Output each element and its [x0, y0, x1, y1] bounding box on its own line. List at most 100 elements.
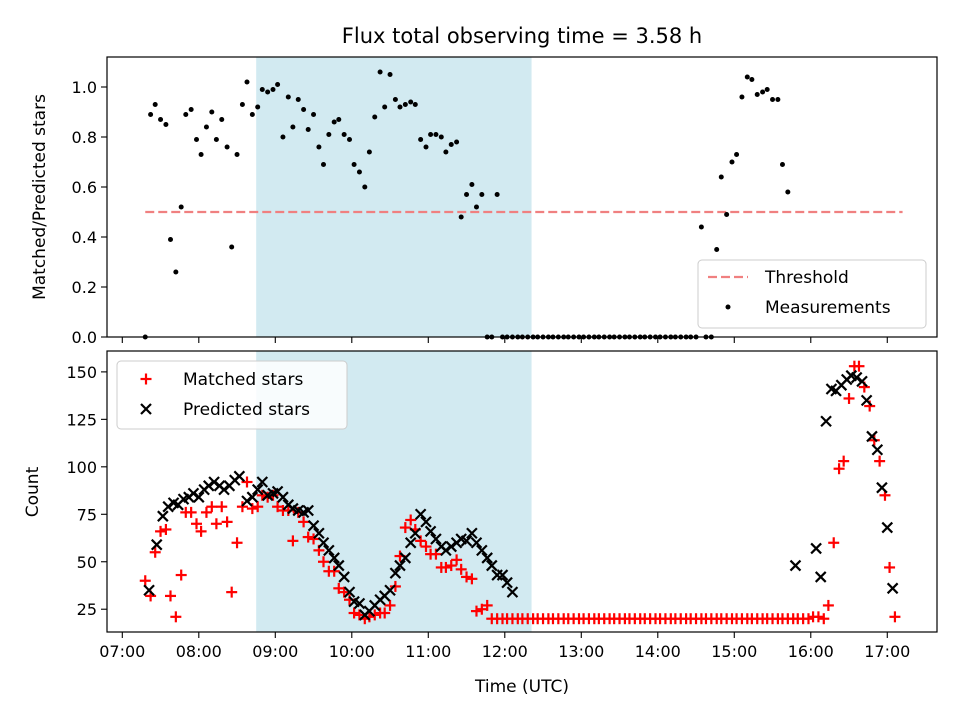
measurement-point	[320, 162, 326, 167]
bottom-panel: 25 50 75 100 125 150 07:00 08:00 09:00 10:00 11:0…	[23, 350, 938, 697]
cross-b	[277, 491, 289, 503]
predicted-point	[501, 576, 513, 589]
measurement-point	[183, 112, 189, 117]
predicted-point	[486, 559, 498, 572]
matched-point	[884, 561, 896, 573]
top-panel: 0.0 0.2 0.4 0.6 0.8 1.0 Matched/Predicted sta…	[30, 56, 938, 347]
measurement-point	[249, 112, 255, 117]
cross-b	[866, 430, 878, 443]
top-y-ticks: 0.0 0.2 0.4 0.6 0.8 1.0	[72, 78, 107, 347]
predicted-point	[208, 476, 220, 488]
top-legend: Threshold Measurements	[697, 259, 927, 329]
measurement-point	[326, 132, 332, 137]
measurement-point	[280, 134, 286, 140]
matched-point	[175, 569, 187, 581]
cross-b	[850, 371, 863, 384]
matched-point	[828, 537, 840, 549]
measurement-point	[351, 162, 357, 167]
matched-point	[440, 561, 452, 573]
cross-b	[424, 525, 437, 538]
predicted-point	[860, 394, 873, 407]
cross-b	[789, 559, 802, 572]
measurement-point	[775, 97, 781, 102]
measurement-point	[448, 142, 454, 147]
predicted-point	[399, 552, 412, 564]
predicted-point	[820, 415, 832, 428]
measurement-point	[770, 97, 776, 102]
predicted-point	[409, 527, 422, 540]
cross-b	[343, 586, 356, 598]
matched-point	[328, 565, 340, 577]
matched-point	[241, 476, 253, 488]
cross-b	[187, 487, 200, 500]
cross-b	[338, 571, 350, 583]
predicted-point	[338, 571, 350, 583]
measurement-point	[311, 112, 317, 117]
matched-point	[445, 560, 457, 572]
matched-point	[216, 501, 228, 513]
predicted-point	[394, 559, 406, 572]
measurement-point	[188, 107, 194, 112]
matched-point	[369, 609, 381, 621]
cross-b	[333, 559, 345, 572]
cross-b	[876, 481, 888, 494]
measurement-point	[198, 152, 204, 157]
predicted-point	[445, 540, 458, 553]
cross-b	[302, 504, 314, 517]
cross-b	[394, 559, 406, 572]
matched-point	[399, 522, 411, 534]
predicted-point	[496, 569, 509, 581]
predicted-point	[202, 480, 215, 492]
y-tick-label: 100	[66, 458, 97, 477]
y-tick-label: 1.0	[72, 78, 97, 97]
cross-b	[881, 521, 894, 534]
cross-b	[292, 504, 305, 517]
measurement-point	[178, 204, 184, 210]
measurement-point	[346, 137, 352, 142]
cross-b	[313, 527, 325, 540]
predicted-point	[414, 508, 427, 521]
top-x-ticks	[121, 337, 888, 343]
predicted-point	[218, 483, 230, 496]
cross-b	[825, 383, 838, 395]
predicted-point	[251, 483, 264, 496]
cross-b	[256, 476, 269, 488]
cross-b	[162, 500, 174, 513]
top-axes-frame	[106, 56, 938, 338]
measurement-point	[744, 74, 750, 80]
predicted-point	[470, 536, 483, 549]
predicted-point	[150, 538, 163, 551]
y-tick-label: 0.8	[72, 128, 97, 147]
cross-b	[820, 415, 832, 428]
measurement-point	[158, 117, 164, 122]
cross-b	[810, 542, 822, 555]
measurement-point	[464, 192, 470, 197]
cross-b	[348, 595, 360, 608]
matched-point	[405, 514, 417, 526]
x-axis-label: Time (UTC)	[474, 677, 569, 697]
x-tick-label: 15:00	[711, 642, 757, 661]
measurement-point	[290, 124, 296, 130]
measurement-point	[408, 99, 414, 105]
measurement-point	[341, 132, 347, 137]
matched-point	[853, 360, 865, 372]
x-tick-label: 09:00	[252, 642, 298, 661]
matched-point	[191, 518, 203, 530]
cross-b	[886, 582, 899, 595]
matched-point	[389, 580, 401, 592]
measurement-point	[224, 144, 230, 150]
predicted-point	[233, 470, 246, 483]
matched-point	[466, 573, 478, 585]
measurement-point	[729, 159, 735, 165]
top-span	[256, 57, 532, 337]
cross-b	[420, 516, 432, 528]
matched-point	[317, 556, 329, 568]
matched-point	[822, 599, 834, 611]
x-tick-label: 11:00	[405, 642, 451, 661]
predicted-point	[476, 544, 488, 557]
measurement-point	[382, 104, 388, 110]
matched-point	[231, 537, 243, 549]
measurement-point	[148, 112, 154, 117]
bottom-legend-box	[116, 360, 348, 430]
